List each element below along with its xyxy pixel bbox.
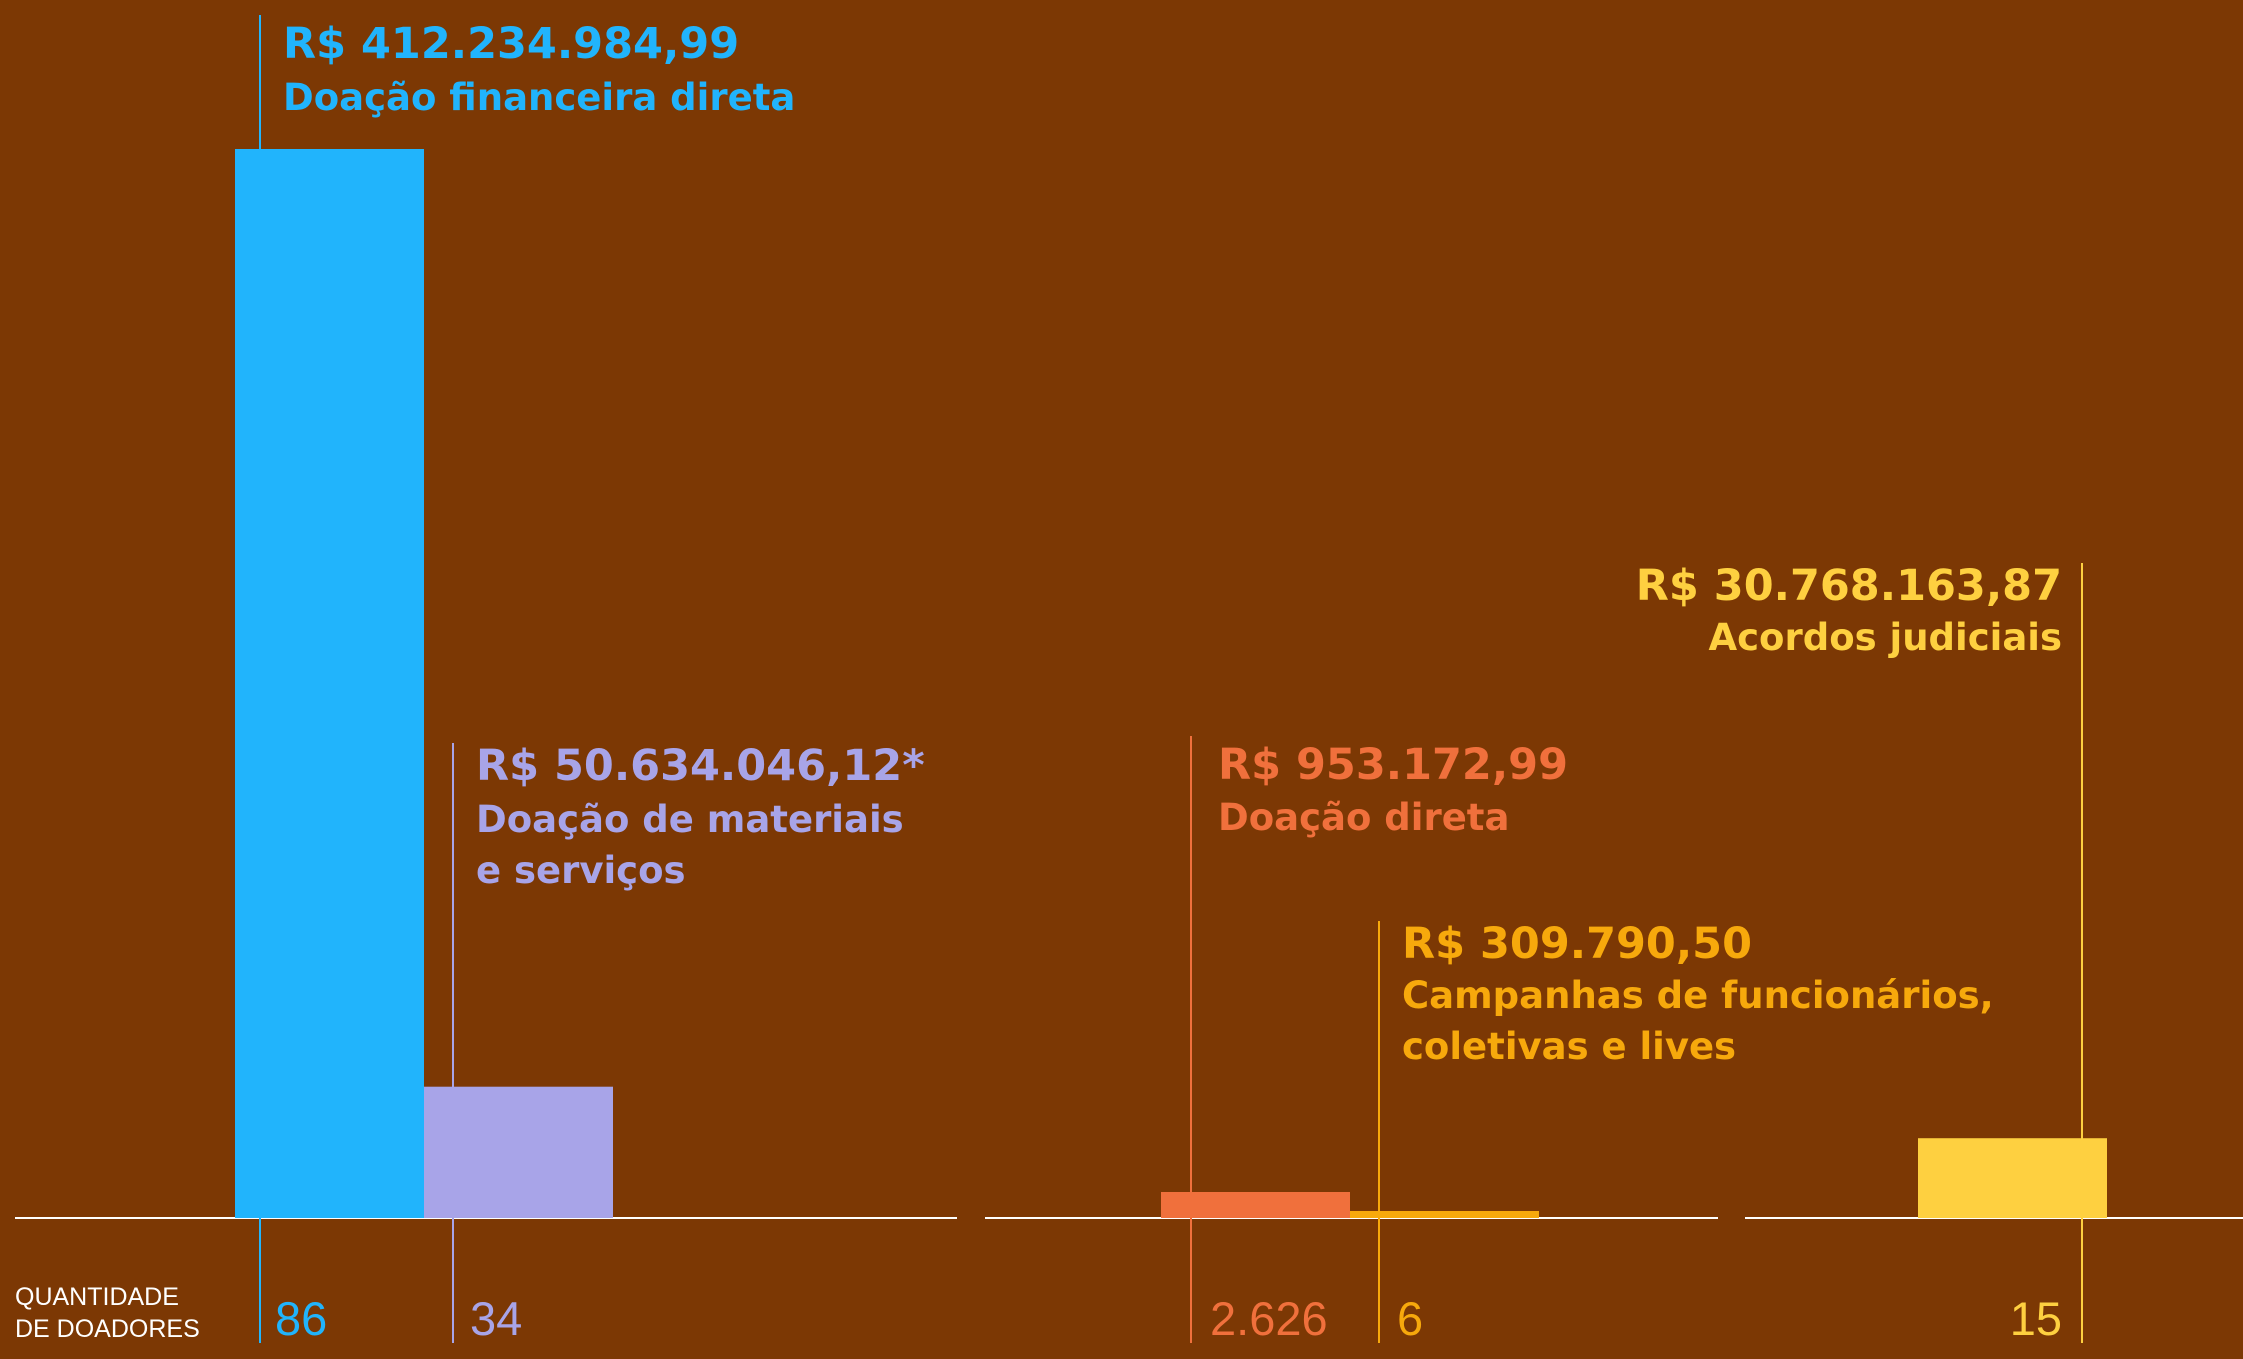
leader-lines-layer <box>259 15 2083 1343</box>
category-label-2-line-2: e serviços <box>476 849 686 892</box>
amount-label-4: R$ 309.790,50 <box>1402 919 1752 969</box>
category-label-4-line-2: coletivas e lives <box>1402 1025 1736 1068</box>
category-label-2: Doação de materiais e serviços <box>476 798 904 892</box>
amount-label-3: R$ 953.172,99 <box>1218 740 1568 790</box>
bar-4 <box>1350 1211 1539 1218</box>
category-label-4: Campanhas de funcionários, coletivas e li… <box>1402 974 1994 1068</box>
donor-count-2: 34 <box>470 1292 522 1345</box>
bar-2 <box>424 1086 613 1218</box>
donor-count-4: 6 <box>1397 1292 1423 1345</box>
donor-count-3: 2.626 <box>1210 1292 1328 1345</box>
donor-count-5: 15 <box>2010 1292 2062 1345</box>
labels-layer: R$ 412.234.984,99 Doação financeira diret… <box>275 19 2062 1345</box>
amount-label-5: R$ 30.768.163,87 <box>1636 561 2062 611</box>
bar-1 <box>235 149 424 1218</box>
axis-label-line-2: DE DOADORES <box>15 1315 200 1343</box>
category-label-4-line-1: Campanhas de funcionários, <box>1402 974 1994 1017</box>
bar-3 <box>1161 1192 1350 1218</box>
axis-label: QUANTIDADE DE DOADORES <box>15 1283 200 1343</box>
category-label-3-line-1: Doação direta <box>1218 796 1509 839</box>
amount-label-1: R$ 412.234.984,99 <box>283 19 739 69</box>
axis-label-line-1: QUANTIDADE <box>15 1283 179 1311</box>
amount-label-2: R$ 50.634.046,12* <box>476 741 925 791</box>
category-label-3: Doação direta <box>1218 796 1509 839</box>
donor-count-1: 86 <box>275 1292 327 1345</box>
category-label-5: Acordos judiciais <box>1708 616 2062 659</box>
category-label-1: Doação financeira direta <box>283 76 795 119</box>
bars-layer <box>235 149 2107 1218</box>
bar-5 <box>1918 1138 2107 1218</box>
category-label-2-line-1: Doação de materiais <box>476 798 904 841</box>
category-label-5-line-1: Acordos judiciais <box>1708 616 2062 659</box>
category-label-1-line-1: Doação financeira direta <box>283 76 795 119</box>
